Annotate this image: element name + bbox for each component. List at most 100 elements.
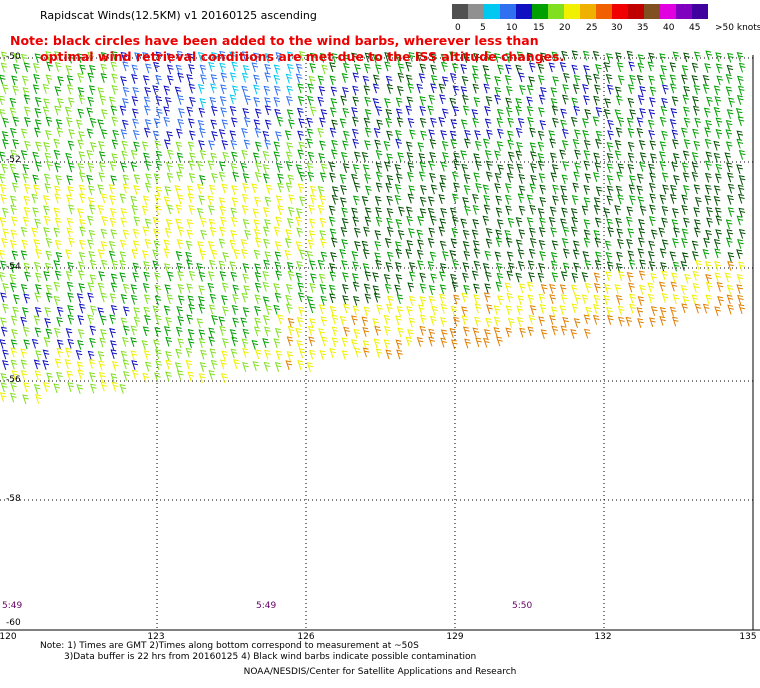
wind-barb <box>329 228 337 239</box>
wind-barb <box>109 161 117 172</box>
wind-barb <box>176 171 183 182</box>
wind-barb <box>383 273 391 284</box>
wind-barb <box>11 328 18 339</box>
wind-barb <box>287 317 295 328</box>
wind-barb <box>352 72 360 83</box>
wind-barb <box>54 105 61 116</box>
wind-barb <box>254 263 261 274</box>
wind-barb <box>661 130 668 141</box>
wind-barb <box>595 64 602 74</box>
wind-barb <box>669 83 677 94</box>
wind-barb <box>738 261 745 272</box>
wind-barb <box>229 261 236 272</box>
wind-barb <box>286 142 293 153</box>
wind-barb <box>152 85 159 96</box>
wind-barb <box>419 325 426 336</box>
wind-barb <box>475 337 482 348</box>
wind-barb <box>110 304 118 315</box>
wind-barb <box>186 259 193 270</box>
wind-barb <box>615 185 623 196</box>
wind-barb <box>407 282 414 293</box>
wind-barb <box>20 348 27 359</box>
wind-barb <box>736 215 744 226</box>
wind-barb <box>285 283 293 294</box>
wind-barb <box>506 251 514 262</box>
wind-barb <box>562 262 570 273</box>
wind-barb <box>593 73 600 84</box>
wind-barb <box>715 52 722 63</box>
wind-barb <box>515 106 522 116</box>
wind-barb <box>638 284 646 295</box>
wind-barb <box>693 207 700 218</box>
wind-barb <box>22 326 30 337</box>
wind-barb <box>420 184 427 195</box>
wind-barb <box>570 226 578 237</box>
wind-barb <box>463 250 471 261</box>
wind-barb <box>661 205 669 216</box>
wind-barb <box>68 237 75 248</box>
wind-barb <box>615 95 623 106</box>
wind-barb <box>484 118 492 129</box>
wind-barb <box>108 240 116 251</box>
wind-barb <box>53 295 61 306</box>
wind-barb <box>484 106 491 116</box>
wind-barb <box>34 96 42 107</box>
wind-barb <box>295 327 302 338</box>
wind-barb <box>319 230 326 240</box>
wind-barb <box>616 251 623 262</box>
wind-barb <box>218 238 226 249</box>
wind-barb <box>386 217 393 228</box>
wind-barb <box>594 237 602 248</box>
wind-barb <box>628 184 636 195</box>
wind-barb <box>12 116 20 127</box>
wind-barb <box>625 216 633 227</box>
wind-barb <box>352 305 360 316</box>
wind-barb <box>395 274 403 284</box>
wind-barb <box>241 248 248 259</box>
wind-barb <box>109 217 117 228</box>
wind-barb <box>717 296 724 306</box>
wind-barb <box>0 51 8 62</box>
wind-barb <box>130 294 138 305</box>
wind-barb <box>67 305 74 315</box>
wind-barb <box>584 260 592 270</box>
wind-barb <box>54 51 61 61</box>
wind-barb <box>617 163 625 174</box>
wind-barb <box>441 140 449 151</box>
wind-barb <box>241 149 248 160</box>
wind-barb <box>515 272 522 283</box>
wind-barb <box>376 119 383 130</box>
wind-barb <box>429 151 436 162</box>
wind-barb <box>681 205 688 215</box>
wind-barb <box>659 151 666 162</box>
wind-barb <box>230 139 237 150</box>
wind-barb <box>627 141 635 152</box>
wind-barb <box>78 251 86 262</box>
wind-barb <box>372 272 379 283</box>
wind-barb <box>374 252 381 263</box>
wind-barb <box>31 227 38 238</box>
wind-barb <box>417 142 424 153</box>
wind-barb <box>2 228 9 239</box>
wind-barb <box>53 207 61 218</box>
wind-barb <box>406 215 413 226</box>
wind-barb <box>98 162 106 172</box>
wind-barb <box>526 85 534 95</box>
wind-barb <box>284 238 292 248</box>
wind-barb <box>153 240 161 251</box>
wind-barb <box>141 250 149 261</box>
wind-barb <box>716 75 723 86</box>
wind-barb <box>232 284 239 295</box>
wind-barb <box>636 117 644 128</box>
legend-swatch <box>676 4 692 19</box>
wind-barb <box>210 119 217 130</box>
wind-barb <box>702 249 710 259</box>
wind-barb <box>442 152 449 162</box>
wind-barb <box>188 130 196 141</box>
wind-barb <box>439 240 447 251</box>
wind-barb <box>495 195 502 206</box>
wind-barb <box>86 174 93 185</box>
wind-barb <box>98 151 106 162</box>
wind-barb <box>452 259 459 270</box>
wind-barb <box>439 182 446 193</box>
